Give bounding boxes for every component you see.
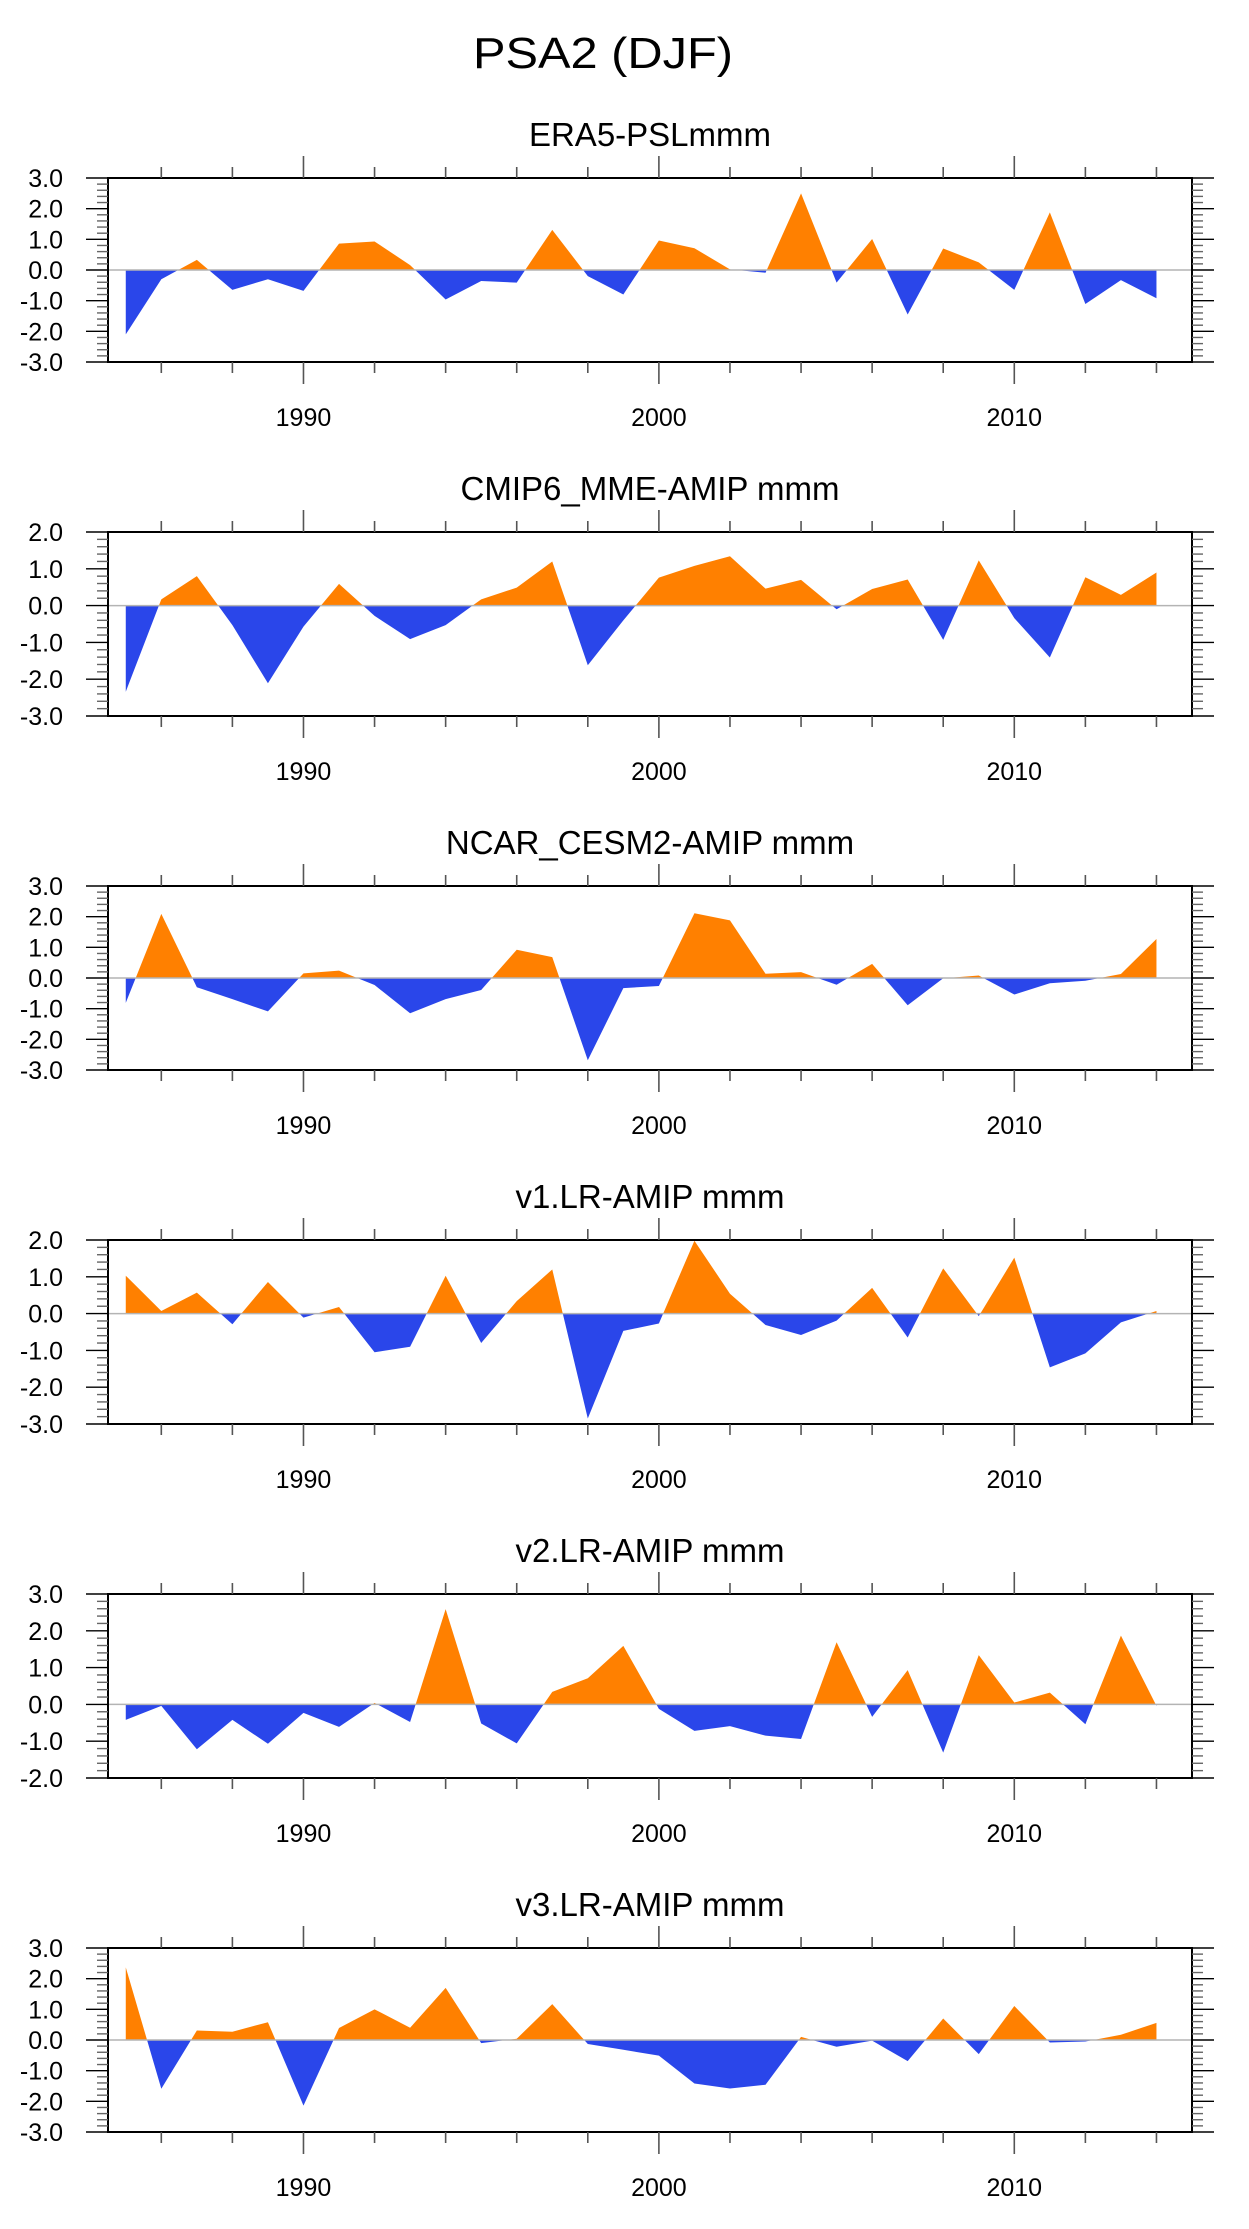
plot-frame [107, 1239, 1193, 1425]
plot-frame [107, 1593, 1193, 1779]
x-tick-label: 2000 [631, 1112, 687, 1140]
positive-area [125, 1240, 1157, 1314]
y-tick-label: -2.0 [20, 1765, 63, 1793]
y-tick-label: 2.0 [28, 519, 63, 547]
x-tick-label: 1990 [276, 1112, 332, 1140]
y-tick-label: 1.0 [28, 1996, 63, 2024]
positive-area [125, 193, 1157, 270]
panel-title: v3.LR-AMIP mmm [516, 1886, 785, 1923]
x-tick-label: 2010 [986, 1466, 1042, 1494]
y-tick-label: -2.0 [20, 318, 63, 346]
x-tick-label: 2000 [631, 2174, 687, 2202]
x-tick-label: 2010 [986, 1820, 1042, 1848]
x-tick-label: 2010 [986, 404, 1042, 432]
y-tick-label: -2.0 [20, 1374, 63, 1402]
y-tick-label: -3.0 [20, 2119, 63, 2147]
panel-6: v3.LR-AMIP mmm 1990 2000 2010 -3.0 -2.0-1.0 0.… [20, 1886, 1214, 2202]
y-tick-label: 1.0 [28, 1655, 63, 1683]
y-tick-label: 3.0 [28, 1581, 63, 1609]
y-tick-label: 3.0 [28, 873, 63, 901]
y-tick-label: -1.0 [20, 629, 63, 657]
positive-area [125, 1967, 1157, 2040]
panel-2: CMIP6_MME-AMIP mmm 1990 2000 2010 -3.0 -2.0 -1… [20, 470, 1214, 786]
panel-title: ERA5-PSLmmm [529, 116, 771, 153]
y-tick-label: -3.0 [20, 349, 63, 377]
x-tick-label: 2010 [986, 2174, 1042, 2202]
y-tick-label: 1.0 [28, 1264, 63, 1292]
y-tick-label: 3.0 [28, 1935, 63, 1963]
x-tick-label: 2000 [631, 758, 687, 786]
y-tick-label: -1.0 [20, 1728, 63, 1756]
y-tick-label: -1.0 [20, 2058, 63, 2086]
x-tick-label: 1990 [276, 2174, 332, 2202]
panel-3: NCAR_CESM2-AMIP mmm 1990 2000 2010 -3.0 -2.0-… [20, 824, 1214, 1140]
plot-frame [107, 531, 1193, 717]
y-tick-label: 0.0 [28, 2027, 63, 2055]
x-tick-label: 2010 [986, 1112, 1042, 1140]
panel-5: v2.LR-AMIP mmm 1990 2000 2010 -2.0 -1.0 0.0 1.0… [20, 1532, 1214, 1848]
x-tick-label: 2000 [631, 1466, 687, 1494]
y-tick-label: 2.0 [28, 196, 63, 224]
y-tick-label: 0.0 [28, 1301, 63, 1329]
y-tick-label: -2.0 [20, 2088, 63, 2116]
y-tick-label: 2.0 [28, 1966, 63, 1994]
y-tick-label: -3.0 [20, 1057, 63, 1085]
positive-area [158, 556, 1157, 606]
y-tick-label: 2.0 [28, 1227, 63, 1255]
y-tick-label: 1.0 [28, 934, 63, 962]
x-tick-label: 2000 [631, 1820, 687, 1848]
x-tick-label: 1990 [276, 758, 332, 786]
y-tick-label: -1.0 [20, 288, 63, 316]
y-tick-label: 0.0 [28, 965, 63, 993]
y-tick-label: 2.0 [28, 1618, 63, 1646]
figure-title: PSA2 (DJF) [473, 29, 733, 78]
panel-title: v2.LR-AMIP mmm [516, 1532, 785, 1569]
y-tick-label: 1.0 [28, 556, 63, 584]
panel-1: ERA5-PSLmmm 1990 2000 2010 -3.0 -2.0-1.0 0.0 1.… [20, 116, 1214, 432]
panel-4: v1.LR-AMIP mmm 1990 2000 2010 -3.0 -2.0 -1.0 0.… [20, 1178, 1214, 1494]
x-tick-label: 1990 [276, 404, 332, 432]
y-tick-label: -1.0 [20, 996, 63, 1024]
y-tick-label: 0.0 [28, 593, 63, 621]
y-tick-label: -1.0 [20, 1337, 63, 1365]
negative-area [125, 605, 1157, 692]
x-tick-label: 1990 [276, 1466, 332, 1494]
y-tick-label: -2.0 [20, 666, 63, 694]
y-tick-label: -3.0 [20, 703, 63, 731]
positive-area [125, 1609, 1157, 1705]
y-tick-label: 1.0 [28, 226, 63, 254]
negative-area [125, 1704, 1157, 1753]
x-tick-label: 2010 [986, 758, 1042, 786]
negative-area [125, 270, 1157, 335]
negative-area [125, 978, 1157, 1061]
y-tick-label: -2.0 [20, 1026, 63, 1054]
panel-title: v1.LR-AMIP mmm [516, 1178, 785, 1215]
y-tick-label: -3.0 [20, 1411, 63, 1439]
negative-area [125, 1313, 1157, 1419]
x-tick-label: 1990 [276, 1820, 332, 1848]
y-tick-label: 2.0 [28, 904, 63, 932]
panel-title: CMIP6_MME-AMIP mmm [461, 470, 840, 507]
panel-title: NCAR_CESM2-AMIP mmm [446, 824, 854, 861]
y-tick-label: 0.0 [28, 1691, 63, 1719]
y-tick-label: 0.0 [28, 257, 63, 285]
y-tick-label: 3.0 [28, 165, 63, 193]
x-tick-label: 2000 [631, 404, 687, 432]
